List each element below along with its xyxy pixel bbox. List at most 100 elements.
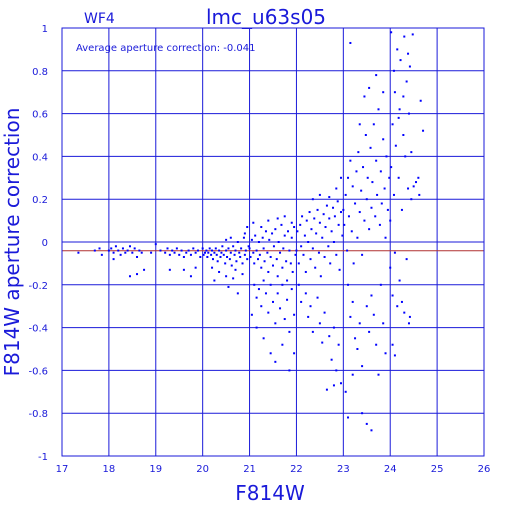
data-point xyxy=(370,206,373,209)
data-point xyxy=(294,253,297,256)
data-point xyxy=(335,369,338,372)
data-point xyxy=(397,176,400,179)
data-point xyxy=(377,373,380,376)
data-point xyxy=(263,260,266,263)
data-point xyxy=(168,268,171,271)
x-tick-label: 17 xyxy=(56,464,69,475)
data-point xyxy=(392,69,395,72)
data-point xyxy=(112,251,115,254)
average-annotation: Average aperture correction: -0.041 xyxy=(76,43,256,54)
data-point xyxy=(225,275,228,278)
data-point xyxy=(178,253,181,256)
data-point xyxy=(396,48,399,51)
data-point xyxy=(318,322,321,325)
data-point xyxy=(136,255,139,258)
y-tick-label: 0.8 xyxy=(32,67,48,78)
data-point xyxy=(286,298,289,301)
data-point xyxy=(338,268,341,271)
data-point xyxy=(407,322,410,325)
data-point xyxy=(240,247,243,250)
data-point xyxy=(349,159,352,162)
data-point xyxy=(255,296,258,299)
data-point xyxy=(235,260,238,263)
data-point xyxy=(319,275,322,278)
data-point xyxy=(399,59,402,62)
data-point xyxy=(361,253,364,256)
data-point xyxy=(393,91,396,94)
data-point xyxy=(290,288,293,291)
data-point xyxy=(262,279,265,282)
data-point xyxy=(332,206,335,209)
data-point xyxy=(253,283,256,286)
data-point xyxy=(267,270,270,273)
data-point xyxy=(404,155,407,158)
data-point xyxy=(128,275,131,278)
data-point xyxy=(408,65,411,68)
data-point xyxy=(285,260,288,263)
data-point xyxy=(323,255,326,258)
data-point xyxy=(351,185,354,188)
data-point xyxy=(392,193,395,196)
data-point xyxy=(382,91,385,94)
data-point xyxy=(260,226,263,229)
data-point xyxy=(369,146,372,149)
data-point xyxy=(154,243,157,246)
data-point xyxy=(187,249,190,252)
data-point xyxy=(321,341,324,344)
y-tick-label: -0.4 xyxy=(28,324,48,335)
data-point xyxy=(175,247,178,250)
data-point xyxy=(222,253,225,256)
data-point xyxy=(356,348,359,350)
data-point xyxy=(194,266,197,269)
data-point xyxy=(304,270,307,273)
data-point xyxy=(283,234,286,237)
data-point xyxy=(239,255,242,258)
data-point xyxy=(283,318,286,321)
data-point xyxy=(228,258,231,261)
data-point xyxy=(327,245,330,248)
data-point xyxy=(371,181,374,184)
x-tick-label: 18 xyxy=(103,464,116,475)
data-point xyxy=(325,388,328,391)
data-point xyxy=(215,253,218,256)
data-point xyxy=(344,390,347,393)
data-point xyxy=(347,283,350,286)
data-point xyxy=(318,221,321,224)
data-point xyxy=(126,249,129,252)
data-point xyxy=(248,247,251,250)
data-point xyxy=(368,86,371,89)
data-point xyxy=(290,236,293,239)
data-point xyxy=(257,241,260,243)
data-point xyxy=(185,251,188,254)
data-point xyxy=(375,159,378,162)
data-point xyxy=(354,202,357,205)
data-point xyxy=(249,255,252,258)
data-point xyxy=(422,129,425,132)
data-point xyxy=(182,268,185,271)
data-point xyxy=(391,294,394,297)
data-point xyxy=(194,251,197,254)
data-point xyxy=(243,253,246,256)
data-point xyxy=(402,95,405,98)
data-point xyxy=(297,283,300,286)
data-point xyxy=(363,219,366,222)
data-point xyxy=(243,232,246,235)
data-point xyxy=(143,268,146,271)
data-point xyxy=(262,337,265,340)
data-point xyxy=(394,144,397,147)
data-point xyxy=(368,228,371,231)
data-point xyxy=(218,270,221,273)
y-tick-label: 0.4 xyxy=(32,152,48,163)
data-point xyxy=(316,208,319,211)
data-point xyxy=(368,330,371,333)
data-point xyxy=(286,279,289,282)
data-point xyxy=(307,241,310,243)
data-point xyxy=(274,322,277,325)
data-point xyxy=(300,245,303,248)
data-points xyxy=(77,31,425,432)
data-point xyxy=(390,166,393,169)
data-point xyxy=(344,193,347,196)
data-point xyxy=(271,232,274,235)
data-point xyxy=(180,249,183,252)
